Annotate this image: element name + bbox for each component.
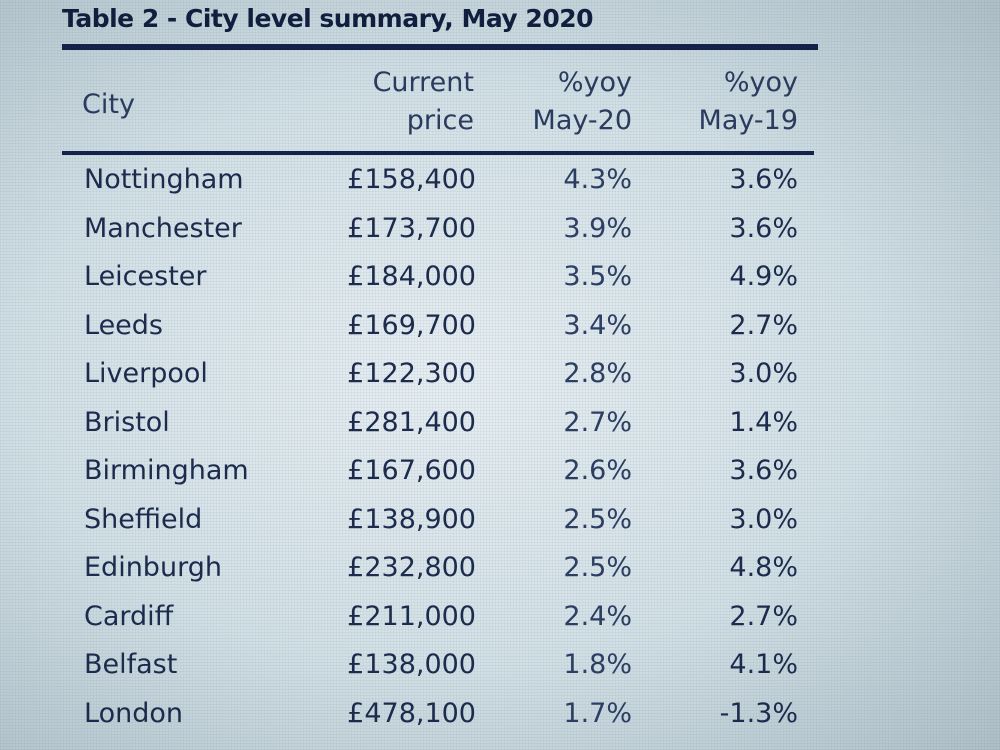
title-rule: [62, 44, 818, 50]
cell-yoy-may20: 2.8%: [563, 358, 632, 389]
cell-price: £232,800: [347, 552, 476, 583]
table-row: Belfast £138,000 1.8% 4.1%: [0, 643, 1000, 692]
cell-yoy-may19: 3.0%: [729, 358, 798, 389]
cell-price: £167,600: [347, 455, 476, 486]
header-yoy-may20-line1: %yoy: [557, 67, 632, 98]
cell-city: Belfast: [84, 649, 178, 680]
cell-city: Birmingham: [84, 455, 249, 486]
cell-yoy-may20: 1.7%: [563, 697, 632, 729]
cell-price: £169,700: [347, 309, 476, 341]
cell-price: £158,400: [347, 164, 476, 195]
cell-city: Sheffield: [84, 503, 203, 535]
header-yoy-may19-line2: May-19: [698, 105, 798, 136]
cell-yoy-may20: 4.3%: [563, 164, 632, 195]
cell-yoy-may19: 4.1%: [729, 649, 798, 680]
cell-city: Edinburgh: [84, 552, 222, 583]
header-yoy-may20: %yoy May-20: [500, 64, 632, 140]
cell-yoy-may20: 3.9%: [563, 212, 632, 244]
table-row: Birmingham £167,600 2.6% 3.6%: [0, 449, 1000, 498]
cell-city: London: [84, 697, 183, 729]
cell-price: £138,000: [347, 649, 476, 680]
cell-yoy-may19: 2.7%: [729, 600, 798, 632]
header-current-price-line1: Current: [372, 67, 474, 98]
header-yoy-may19: %yoy May-19: [664, 64, 798, 140]
cell-city: Manchester: [84, 212, 242, 244]
header-yoy-may19-line1: %yoy: [723, 67, 798, 98]
cell-city: Cardiff: [84, 600, 174, 632]
table-body: Nottingham £158,400 4.3% 3.6% Manchester…: [0, 158, 1000, 740]
cell-city: Nottingham: [84, 164, 244, 195]
table-row: Nottingham £158,400 4.3% 3.6%: [0, 158, 1000, 207]
cell-price: £122,300: [347, 358, 476, 389]
cell-yoy-may20: 1.8%: [563, 649, 632, 680]
table-row: Sheffield £138,900 2.5% 3.0%: [0, 498, 1000, 547]
table-row: Cardiff £211,000 2.4% 2.7%: [0, 595, 1000, 644]
cell-price: £138,900: [347, 503, 476, 535]
cell-yoy-may20: 3.5%: [563, 261, 632, 292]
cell-city: Liverpool: [84, 358, 208, 389]
cell-city: Bristol: [84, 406, 170, 438]
header-current-price: Current price: [310, 64, 474, 140]
cell-yoy-may19: -1.3%: [719, 697, 798, 729]
cell-yoy-may20: 2.5%: [563, 552, 632, 583]
table-row: Liverpool £122,300 2.8% 3.0%: [0, 352, 1000, 401]
cell-price: £281,400: [347, 406, 476, 438]
header-yoy-may20-line2: May-20: [532, 105, 632, 136]
table-row: London £478,100 1.7% -1.3%: [0, 692, 1000, 741]
cell-yoy-may20: 2.4%: [563, 600, 632, 632]
table-row: Leicester £184,000 3.5% 4.9%: [0, 255, 1000, 304]
cell-yoy-may19: 3.0%: [729, 503, 798, 535]
header-city: City: [82, 89, 135, 120]
cell-price: £184,000: [347, 261, 476, 292]
cell-city: Leicester: [84, 261, 207, 292]
cell-yoy-may20: 2.6%: [563, 455, 632, 486]
cell-yoy-may20: 2.5%: [563, 503, 632, 535]
cell-yoy-may20: 2.7%: [563, 406, 632, 438]
cell-price: £211,000: [347, 600, 476, 632]
table-title: Table 2 - City level summary, May 2020: [62, 4, 594, 33]
table-row: Edinburgh £232,800 2.5% 4.8%: [0, 546, 1000, 595]
cell-yoy-may19: 3.6%: [729, 164, 798, 195]
cell-yoy-may19: 4.9%: [729, 261, 798, 292]
table-row: Manchester £173,700 3.9% 3.6%: [0, 207, 1000, 256]
table-row: Leeds £169,700 3.4% 2.7%: [0, 304, 1000, 353]
cell-yoy-may19: 3.6%: [729, 455, 798, 486]
cell-city: Leeds: [84, 309, 163, 341]
header-current-price-line2: price: [406, 105, 474, 136]
cell-yoy-may19: 3.6%: [729, 212, 798, 244]
cell-yoy-may19: 4.8%: [729, 552, 798, 583]
cell-yoy-may19: 1.4%: [729, 406, 798, 438]
cell-price: £478,100: [347, 697, 476, 729]
cell-yoy-may19: 2.7%: [729, 309, 798, 341]
cell-yoy-may20: 3.4%: [563, 309, 632, 341]
cell-price: £173,700: [347, 212, 476, 244]
table-row: Bristol £281,400 2.7% 1.4%: [0, 401, 1000, 450]
header-rule: [62, 151, 814, 155]
